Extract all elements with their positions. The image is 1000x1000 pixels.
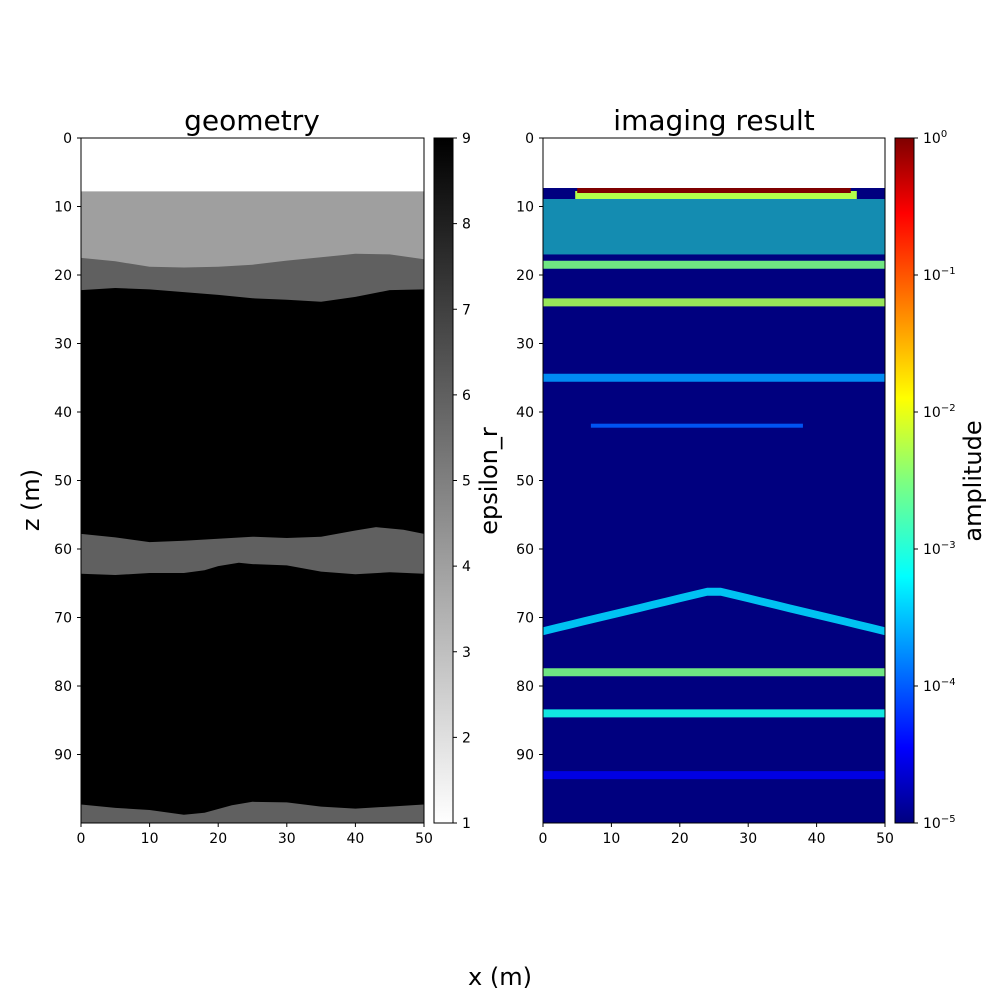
shared-x-axis-label: x (m): [468, 963, 532, 991]
geometry-y-tick-label: 60: [54, 542, 72, 558]
shared-y-axis-label: z (m): [17, 469, 45, 531]
imaging-colorbar-tick-label: 10−3: [923, 540, 956, 558]
imaging-feature: [543, 709, 885, 718]
geometry-title: geometry: [184, 104, 320, 137]
imaging-x-tick-label: 20: [671, 831, 689, 847]
geometry-colorbar-tick-label: 9: [462, 131, 471, 147]
geometry-colorbar-tick-label: 3: [462, 645, 471, 661]
geometry-y-tick-label: 30: [54, 337, 72, 353]
geometry-colorbar-tick-label: 4: [462, 559, 471, 575]
geometry-y-tick-label: 50: [54, 474, 72, 490]
geometry-y-tick-label: 0: [63, 131, 72, 147]
imaging-colorbar-tick-label: 10−5: [923, 814, 956, 832]
imaging-feature: [590, 423, 803, 428]
imaging-x-ticks: 0 10 20 30 40 50: [539, 823, 894, 847]
imaging-feature: [575, 191, 857, 200]
geometry-y-ticks: 0 10 20 30 40 50 60 70 80 90: [54, 131, 81, 764]
imaging-plot-area: [543, 188, 885, 823]
imaging-colorbar-tick-label: 10−1: [923, 266, 956, 284]
geometry-y-tick-label: 80: [54, 679, 72, 695]
geometry-colorbar: [433, 137, 454, 824]
geometry-colorbar-tick-label: 7: [462, 302, 471, 318]
geometry-panel: geometry 0 10 20 30 40 50 0 10 20 30 40 50 60 70 80 90: [54, 104, 503, 847]
imaging-background: [543, 188, 885, 823]
geometry-x-tick-label: 10: [141, 831, 159, 847]
geometry-y-tick-label: 40: [54, 405, 72, 421]
imaging-y-tick-label: 50: [516, 474, 534, 490]
imaging-y-tick-label: 20: [516, 268, 534, 284]
imaging-y-tick-label: 40: [516, 405, 534, 421]
geometry-y-tick-label: 90: [54, 748, 72, 764]
imaging-title: imaging result: [613, 104, 814, 137]
imaging-y-tick-label: 10: [516, 200, 534, 216]
imaging-colorbar-tick-label: 100: [923, 129, 947, 147]
imaging-feature: [543, 771, 885, 780]
imaging-y-ticks: 0 10 20 30 40 50 60 70 80 90: [516, 131, 543, 764]
imaging-y-tick-label: 30: [516, 337, 534, 353]
imaging-near-surface-texture: [543, 199, 885, 255]
geometry-y-tick-label: 10: [54, 200, 72, 216]
geometry-y-tick-label: 20: [54, 268, 72, 284]
geometry-colorbar-ticks: 1 2 3 4 5 6 7 8 9: [453, 131, 471, 832]
geometry-colorbar-tick-label: 1: [462, 816, 471, 832]
imaging-feature: [543, 668, 885, 677]
imaging-x-tick-label: 40: [808, 831, 826, 847]
imaging-x-tick-label: 10: [602, 831, 620, 847]
geometry-colorbar-tick-label: 5: [462, 474, 471, 490]
geometry-y-tick-label: 70: [54, 611, 72, 627]
imaging-x-tick-label: 0: [539, 831, 548, 847]
geometry-plot-area: [81, 138, 424, 823]
geometry-x-tick-label: 30: [278, 831, 296, 847]
geometry-x-tick-label: 50: [415, 831, 433, 847]
imaging-x-tick-label: 50: [876, 831, 894, 847]
geometry-x-tick-label: 20: [209, 831, 227, 847]
imaging-x-tick-label: 30: [739, 831, 757, 847]
imaging-y-tick-label: 70: [516, 611, 534, 627]
imaging-feature: [577, 188, 851, 194]
imaging-y-tick-label: 60: [516, 542, 534, 558]
geometry-layer: [81, 562, 424, 823]
geometry-x-tick-label: 0: [77, 831, 86, 847]
geometry-x-tick-label: 40: [346, 831, 364, 847]
imaging-y-tick-label: 80: [516, 679, 534, 695]
imaging-feature: [543, 587, 885, 636]
geometry-colorbar-tick-label: 8: [462, 217, 471, 233]
imaging-colorbar-tick-label: 10−4: [923, 677, 956, 695]
imaging-feature: [543, 298, 885, 307]
geometry-x-ticks: 0 10 20 30 40 50: [77, 823, 433, 847]
imaging-panel: imaging result 0 10 20 30 40 50 0 10 20 30 40 50 60…: [516, 104, 987, 847]
imaging-colorbar-tick-label: 10−2: [923, 403, 956, 421]
imaging-colorbar-ticks: 100 10−1 10−2 10−3 10−4 10−5: [914, 129, 956, 832]
imaging-colorbar-label: amplitude: [959, 420, 987, 541]
imaging-feature: [543, 373, 885, 382]
geometry-colorbar-label: epsilon_r: [475, 427, 503, 535]
imaging-y-tick-label: 90: [516, 748, 534, 764]
imaging-feature: [543, 260, 885, 269]
geometry-colorbar-tick-label: 6: [462, 388, 471, 404]
geometry-layer: [81, 801, 424, 823]
imaging-y-tick-label: 0: [525, 131, 534, 147]
imaging-colorbar: [894, 137, 915, 824]
geometry-colorbar-tick-label: 2: [462, 730, 471, 746]
